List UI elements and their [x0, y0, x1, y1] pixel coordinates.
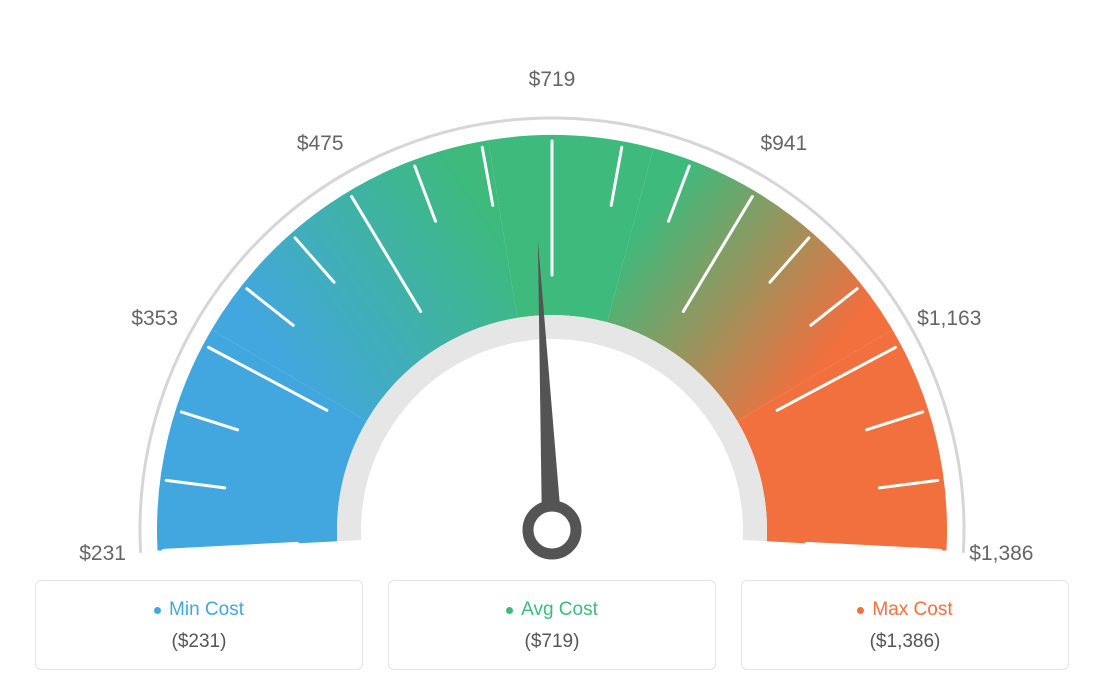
legend-row: Min Cost ($231) Avg Cost ($719) Max Cost…: [35, 580, 1069, 670]
legend-dot-max: [857, 607, 864, 614]
gauge-tick-label: $719: [529, 68, 576, 92]
legend-card-avg: Avg Cost ($719): [388, 580, 716, 670]
legend-label-max: Max Cost: [857, 599, 952, 621]
legend-dot-min: [154, 607, 161, 614]
legend-card-min: Min Cost ($231): [35, 580, 363, 670]
gauge-tick-label: $475: [297, 132, 344, 156]
gauge-area: $231$353$475$719$941$1,163$1,386: [0, 0, 1104, 560]
legend-card-max: Max Cost ($1,386): [741, 580, 1069, 670]
gauge-tick-label: $353: [131, 307, 178, 331]
legend-text-min: Min Cost: [169, 599, 244, 621]
legend-dot-avg: [506, 607, 513, 614]
legend-value-max: ($1,386): [752, 631, 1058, 653]
gauge-tick-label: $1,163: [917, 307, 981, 331]
gauge-tick-label: $1,386: [969, 542, 1033, 566]
legend-value-min: ($231): [46, 631, 352, 653]
gauge-tick-label: $941: [760, 132, 807, 156]
legend-value-avg: ($719): [399, 631, 705, 653]
legend-text-avg: Avg Cost: [521, 599, 598, 621]
gauge-tick-label: $231: [79, 542, 126, 566]
legend-label-min: Min Cost: [154, 599, 244, 621]
cost-gauge-chart: $231 $353 $475 $719 $941 $1,163 $1,386 Min Cos…: [0, 0, 1104, 690]
legend-label-avg: Avg Cost: [506, 599, 598, 621]
legend-text-max: Max Cost: [872, 599, 952, 621]
